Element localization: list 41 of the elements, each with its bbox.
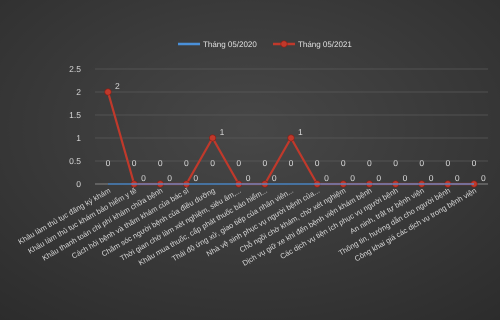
data-label: 0 xyxy=(314,158,320,168)
data-label: 0 xyxy=(236,158,242,168)
point xyxy=(209,134,216,142)
data-label: 0 xyxy=(428,172,434,183)
data-label: 0 xyxy=(454,172,460,183)
data-label: 0 xyxy=(393,158,398,168)
data-label: 0 xyxy=(106,158,111,168)
y-tick-label: 2.5 xyxy=(69,64,82,74)
y-tick-label: 1 xyxy=(76,132,82,143)
data-label: 0 xyxy=(167,172,172,183)
data-label: 0 xyxy=(272,172,277,183)
data-label: 0 xyxy=(367,158,372,168)
data-label: 0 xyxy=(210,158,216,168)
y-tick-label: 0 xyxy=(76,178,82,189)
y-tick-label: 0.5 xyxy=(69,156,82,166)
data-label: 0 xyxy=(402,172,408,183)
data-label: 0 xyxy=(246,172,251,183)
data-label: 0 xyxy=(184,158,190,168)
legend-label: Tháng 05/2021 xyxy=(298,40,352,49)
data-label: 0 xyxy=(262,158,268,168)
legend-label: Tháng 05/2020 xyxy=(203,40,258,49)
point xyxy=(104,88,112,96)
data-label: 0 xyxy=(419,158,424,168)
data-label: 0 xyxy=(445,158,450,168)
data-label: 0 xyxy=(376,172,382,183)
data-label: 0 xyxy=(472,158,477,168)
data-label: 0 xyxy=(141,172,146,183)
y-tick-label: 2 xyxy=(76,86,82,97)
data-label: 2 xyxy=(115,80,120,91)
data-label: 1 xyxy=(298,126,303,137)
y-tick-label: 1.5 xyxy=(69,110,82,120)
data-label: 0 xyxy=(132,158,137,168)
data-label: 0 xyxy=(350,172,356,183)
data-label: 0 xyxy=(158,158,163,168)
data-label: 0 xyxy=(288,158,294,168)
point xyxy=(288,134,294,142)
data-label: 0 xyxy=(324,172,330,183)
data-label: 0 xyxy=(193,172,198,183)
data-label: 0 xyxy=(481,172,486,183)
data-label: 0 xyxy=(340,158,346,168)
data-label: 1 xyxy=(220,126,225,137)
